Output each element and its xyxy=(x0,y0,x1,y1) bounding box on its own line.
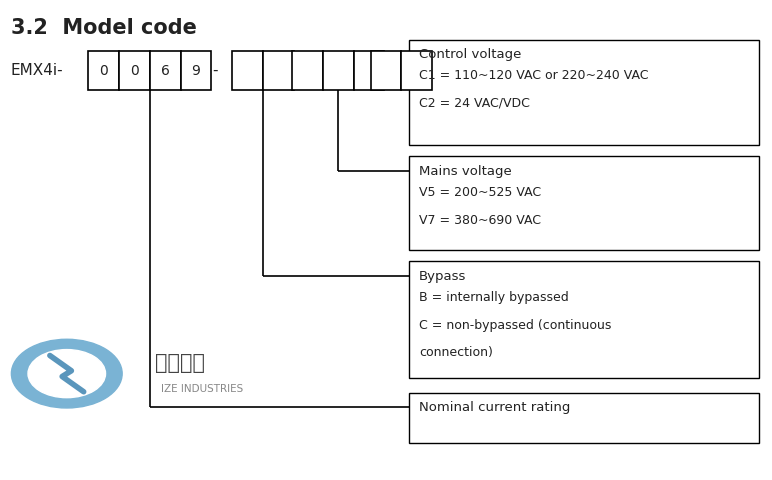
Text: IZE INDUSTRIES: IZE INDUSTRIES xyxy=(161,384,243,394)
Bar xyxy=(409,393,759,443)
Text: EMX4i-: EMX4i- xyxy=(11,63,63,78)
Bar xyxy=(150,51,181,90)
Text: connection): connection) xyxy=(419,347,493,360)
Bar xyxy=(401,51,432,90)
Text: Bypass: Bypass xyxy=(419,270,466,283)
Text: -: - xyxy=(351,63,357,78)
Bar xyxy=(323,51,354,90)
Text: 0: 0 xyxy=(130,63,139,78)
Text: C2 = 24 VAC/VDC: C2 = 24 VAC/VDC xyxy=(419,97,530,110)
Text: 9: 9 xyxy=(191,63,201,78)
Circle shape xyxy=(12,339,122,408)
Bar xyxy=(119,51,150,90)
Text: V5 = 200~525 VAC: V5 = 200~525 VAC xyxy=(419,186,541,199)
Text: Control voltage: Control voltage xyxy=(419,48,521,61)
Text: C1 = 110~120 VAC or 220~240 VAC: C1 = 110~120 VAC or 220~240 VAC xyxy=(419,69,648,82)
Bar xyxy=(354,51,384,90)
Text: 6: 6 xyxy=(161,63,170,78)
Text: Nominal current rating: Nominal current rating xyxy=(419,401,571,414)
Bar xyxy=(371,51,401,90)
Text: Mains voltage: Mains voltage xyxy=(419,165,512,178)
Text: V7 = 380~690 VAC: V7 = 380~690 VAC xyxy=(419,214,541,227)
Text: C = non-bypassed (continuous: C = non-bypassed (continuous xyxy=(419,319,611,332)
Circle shape xyxy=(28,349,106,397)
Text: B = internally bypassed: B = internally bypassed xyxy=(419,291,569,304)
Bar xyxy=(181,51,212,90)
Text: 0: 0 xyxy=(100,63,108,78)
Bar xyxy=(263,51,293,90)
Text: 爱泽工业: 爱泽工业 xyxy=(155,353,205,373)
Text: -: - xyxy=(212,63,218,78)
Bar xyxy=(232,51,263,90)
Bar xyxy=(409,262,759,378)
Bar xyxy=(409,156,759,250)
Bar xyxy=(88,51,119,90)
Bar xyxy=(292,51,323,90)
Text: 3.2  Model code: 3.2 Model code xyxy=(11,18,197,38)
Bar xyxy=(409,39,759,144)
